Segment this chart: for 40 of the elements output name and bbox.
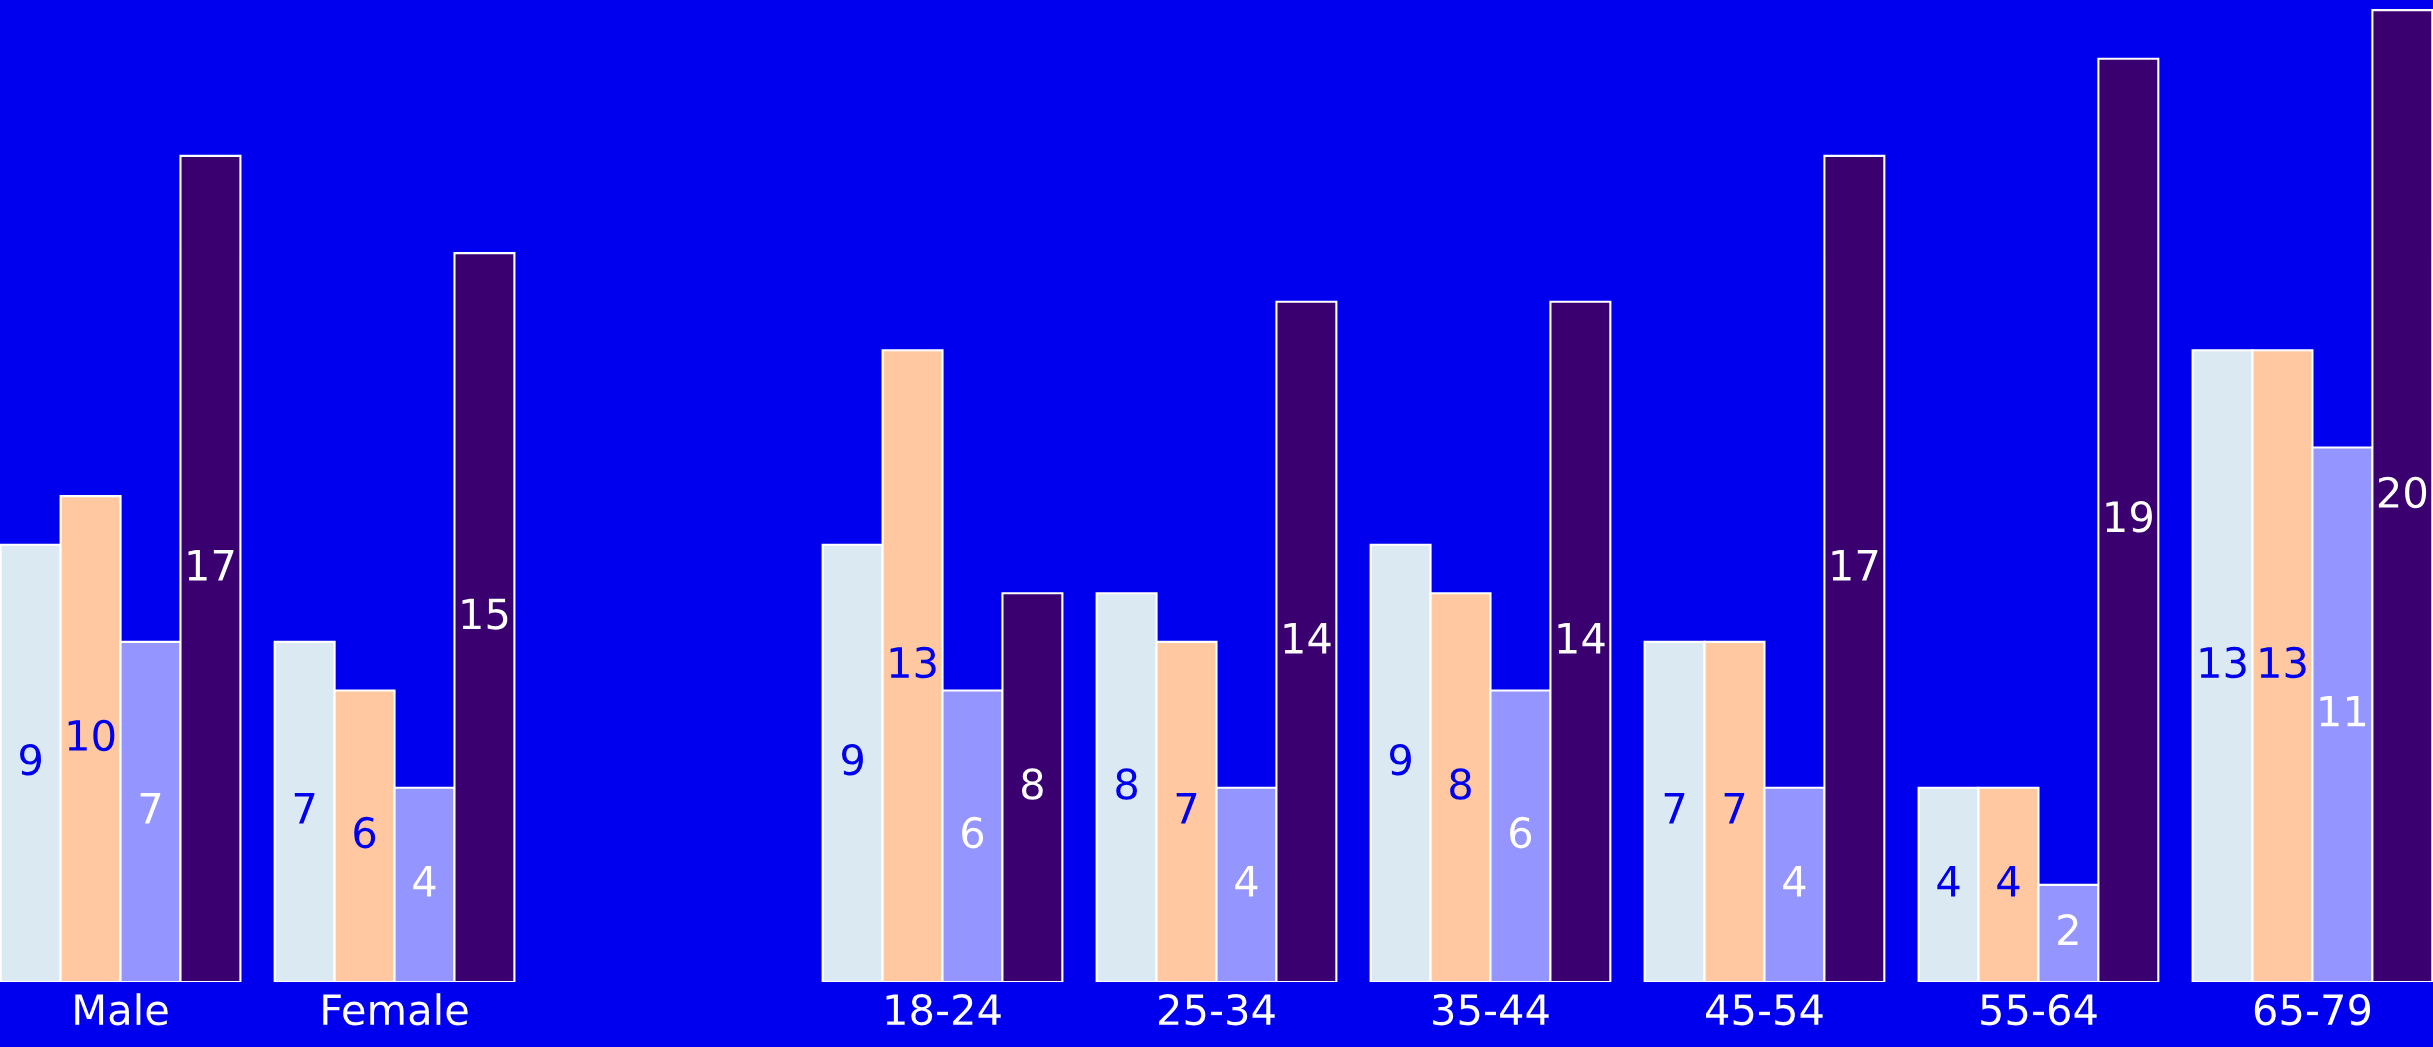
data-label: 13 xyxy=(890,646,936,679)
data-label: 13 xyxy=(2260,646,2306,679)
x-tick-label: 45-54 xyxy=(1705,994,1823,1026)
data-label: 9 xyxy=(841,743,863,776)
data-label: 13 xyxy=(2200,646,2246,679)
data-label: 11 xyxy=(2320,695,2366,727)
data-label: 7 xyxy=(140,793,161,824)
data-label: 7 xyxy=(1176,793,1197,824)
data-label: 14 xyxy=(1284,623,1331,654)
x-tick-label: 25-34 xyxy=(1159,993,1275,1026)
x-tick-label: Male xyxy=(75,993,168,1026)
data-label: 6 xyxy=(962,816,984,849)
x-tick-label: 35-44 xyxy=(1433,993,1549,1026)
data-label: 9 xyxy=(20,743,41,776)
data-label: 8 xyxy=(1450,768,1471,800)
data-label: 9 xyxy=(1389,743,1411,776)
data-label: 6 xyxy=(1510,816,1532,849)
data-label: 4 xyxy=(1997,866,2020,897)
data-label: 4 xyxy=(413,866,436,897)
x-tick-label: 55-64 xyxy=(1981,993,2097,1026)
data-label: 17 xyxy=(188,550,234,581)
data-label: 4 xyxy=(1937,866,1960,897)
data-label: 6 xyxy=(354,816,376,849)
data-label: 7 xyxy=(1724,793,1745,824)
data-label: 8 xyxy=(1116,768,1137,800)
data-label: 7 xyxy=(1664,793,1685,824)
data-label: 4 xyxy=(1783,866,1806,897)
data-label: 20 xyxy=(2378,476,2427,509)
data-label: 4 xyxy=(1235,866,1258,897)
data-label: 14 xyxy=(1558,623,1605,654)
data-label: 17 xyxy=(1832,550,1878,581)
x-tick-label: 18-24 xyxy=(886,993,1001,1026)
data-label: 2 xyxy=(2058,914,2078,945)
data-label: 8 xyxy=(1021,768,1043,800)
data-label: 19 xyxy=(2106,500,2152,533)
data-label: 7 xyxy=(294,793,315,824)
x-tick-label: Female xyxy=(323,993,468,1026)
data-label: 10 xyxy=(68,719,115,752)
x-tick-label: 65-79 xyxy=(2254,993,2371,1026)
data-label: 15 xyxy=(462,598,508,630)
